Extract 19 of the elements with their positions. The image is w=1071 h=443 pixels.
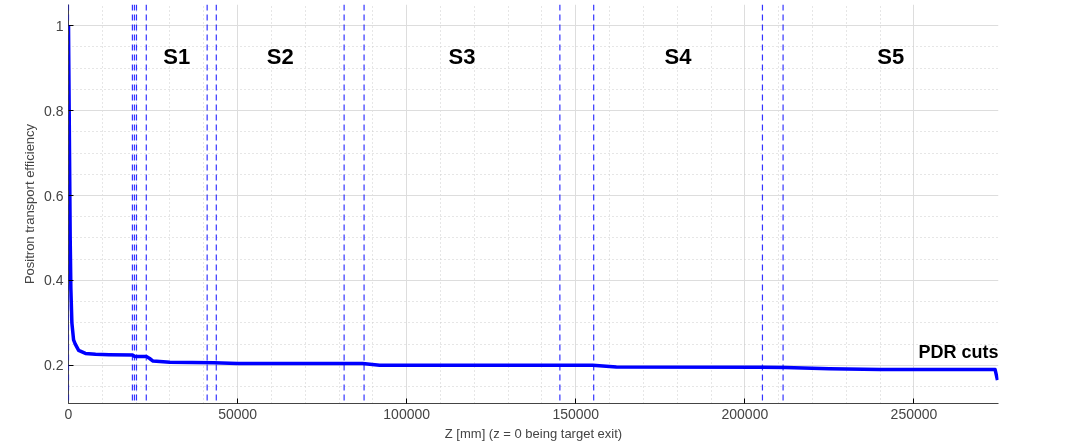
y-tick-label: 0.6 — [44, 187, 64, 204]
x-tick-label: 0 — [64, 405, 73, 422]
annotation: S1 — [163, 43, 191, 69]
y-tick-label: 0.4 — [44, 272, 64, 289]
y-tick-label: 0.8 — [44, 102, 64, 119]
annotation: S2 — [266, 43, 294, 69]
y-tick-label: 0.2 — [44, 357, 64, 374]
x-tick-label: 50000 — [218, 405, 258, 422]
y-axis-title: Positron transport efficiency — [22, 123, 38, 285]
x-tick-label: 100000 — [383, 405, 431, 422]
annotation: S5 — [877, 43, 905, 69]
annotation: S4 — [664, 43, 693, 69]
x-tick-label: 150000 — [552, 405, 600, 422]
x-tick-label: 200000 — [721, 405, 769, 422]
annotation: S3 — [448, 43, 476, 69]
x-tick-label: 250000 — [890, 405, 938, 422]
x-axis-title: Z [mm] (z = 0 being target exit) — [444, 425, 623, 441]
annotation: PDR cuts — [918, 341, 999, 362]
y-tick-label: 1 — [55, 17, 64, 34]
